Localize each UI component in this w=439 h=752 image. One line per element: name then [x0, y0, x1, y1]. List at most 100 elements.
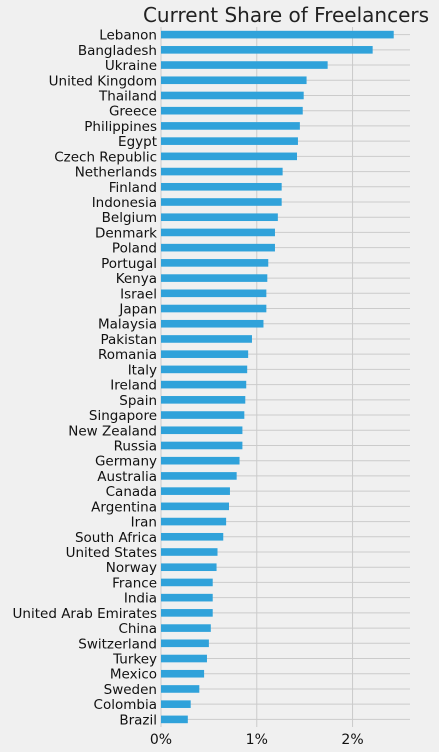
category-label: Romania: [98, 347, 157, 363]
bar: [161, 639, 209, 648]
bar: [161, 46, 373, 54]
category-label: Mexico: [110, 667, 157, 683]
bar: [161, 609, 213, 617]
category-label: Denmark: [95, 225, 157, 241]
bar: [161, 106, 303, 115]
category-label: Finland: [109, 180, 157, 196]
x-tick-label: 0%: [150, 732, 172, 748]
category-label: India: [124, 591, 157, 607]
bar: [161, 198, 282, 206]
bar: [161, 30, 394, 39]
category-label: Philippines: [84, 119, 157, 135]
x-tick-layer: 0% 1% 2%: [150, 732, 364, 748]
bar: [161, 502, 229, 511]
category-label: Pakistan: [100, 332, 157, 348]
category-label: Thailand: [98, 88, 157, 104]
bar: [161, 213, 278, 222]
chart-title: Current Share of Freelancers: [143, 3, 429, 27]
category-label: Italy: [128, 362, 157, 378]
bar: [161, 548, 218, 556]
category-label: Kenya: [116, 271, 157, 287]
category-label: Ukraine: [105, 58, 157, 74]
bar: [161, 350, 249, 358]
category-label: France: [112, 575, 157, 591]
bar: [161, 517, 227, 526]
category-label: Australia: [97, 469, 157, 485]
bar-layer: [161, 30, 394, 724]
category-label: United States: [66, 545, 157, 561]
bar: [161, 91, 304, 100]
category-label: Indonesia: [92, 195, 157, 211]
bar: [161, 715, 188, 724]
category-label: Russia: [114, 438, 157, 454]
category-label: South Africa: [75, 530, 157, 546]
bar: [161, 304, 267, 313]
category-label: China: [118, 621, 157, 637]
category-label: Norway: [106, 560, 157, 576]
bar: [161, 335, 252, 343]
bar: [161, 167, 283, 176]
bar: [161, 61, 328, 69]
category-label: Belgium: [102, 210, 157, 226]
category-label: Singapore: [89, 408, 157, 424]
category-label: United Arab Emirates: [13, 606, 157, 622]
category-label: Japan: [118, 302, 157, 318]
bar: [161, 563, 217, 572]
category-label: Greece: [109, 104, 157, 120]
category-label: Colombia: [94, 697, 157, 713]
category-label: Bangladesh: [78, 43, 157, 59]
category-label: Iran: [131, 515, 157, 531]
category-label: Netherlands: [75, 165, 157, 181]
category-label: Turkey: [112, 652, 157, 668]
category-label: Canada: [106, 484, 157, 500]
bar: [161, 624, 211, 632]
x-tick-label: 2%: [341, 732, 363, 748]
category-label: United Kingdom: [49, 73, 157, 89]
category-label: Israel: [120, 286, 157, 302]
bar: [161, 319, 264, 328]
category-label: Sweden: [104, 682, 157, 698]
category-label: Poland: [112, 241, 157, 257]
category-label: Ireland: [110, 378, 157, 394]
category-label: Germany: [95, 454, 157, 470]
bar: [161, 487, 230, 495]
bar: [161, 365, 248, 374]
category-label: New Zealand: [68, 423, 157, 439]
category-label: Malaysia: [98, 317, 157, 333]
x-tick-label: 1%: [246, 732, 268, 748]
bar: [161, 411, 245, 419]
bar: [161, 441, 243, 450]
bar: [161, 578, 213, 587]
bar: [161, 396, 246, 404]
bar: [161, 289, 267, 298]
bar: [161, 259, 269, 267]
bar: [161, 152, 297, 161]
bar: [161, 700, 191, 708]
bar: [161, 137, 298, 145]
bar: [161, 593, 213, 602]
bar: [161, 472, 237, 480]
category-label: Czech Republic: [54, 149, 157, 165]
bar: [161, 122, 300, 130]
bar: [161, 654, 207, 663]
bar: [161, 228, 275, 237]
category-label: Argentina: [91, 499, 157, 515]
bar: [161, 426, 243, 435]
bar: [161, 669, 205, 678]
bar: [161, 380, 247, 389]
category-label: Spain: [119, 393, 157, 409]
category-label: Switzerland: [78, 636, 157, 652]
category-label: Egypt: [118, 134, 157, 150]
bar: [161, 274, 268, 282]
category-label: Portugal: [101, 256, 157, 272]
bar: [161, 76, 307, 85]
bar: [161, 243, 275, 252]
bar: [161, 456, 240, 465]
bar: [161, 532, 224, 541]
category-label: Lebanon: [99, 28, 157, 44]
category-label: Brazil: [119, 712, 157, 728]
bar: [161, 685, 200, 693]
